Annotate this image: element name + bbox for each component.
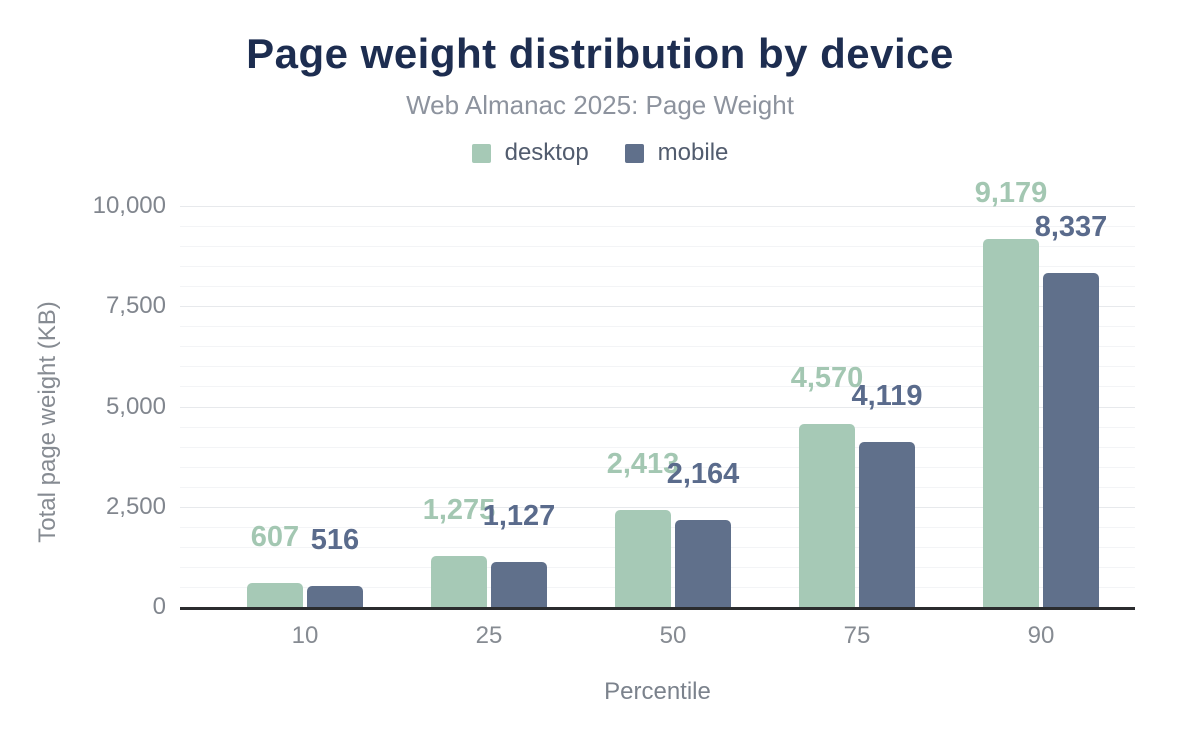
minor-gridline: [180, 346, 1135, 347]
value-label-mobile-p25: 1,127: [482, 500, 556, 532]
legend-label-desktop: desktop: [504, 139, 589, 166]
legend-item-mobile: mobile: [624, 139, 729, 167]
value-label-mobile-p90: 8,337: [1034, 211, 1108, 243]
chart-title: Page weight distribution by device: [246, 30, 954, 77]
legend-swatch-desktop: [471, 143, 491, 163]
value-label-desktop-p25: 1,275: [422, 494, 496, 526]
value-label-mobile-p50: 2,164: [666, 458, 740, 490]
y-tick-label: 2,500: [105, 493, 166, 520]
bar-desktop-p10: [247, 583, 303, 607]
value-label-mobile-p75: 4,119: [851, 380, 923, 412]
major-gridline: [180, 306, 1135, 307]
bar-mobile-p25: [491, 562, 547, 607]
major-gridline: [180, 206, 1135, 207]
y-axis-title: Total page weight (KB): [34, 301, 61, 543]
legend-label-mobile: mobile: [657, 139, 729, 166]
major-gridline: [180, 407, 1135, 408]
bar-desktop-p25: [431, 556, 487, 607]
chart-subtitle: Web Almanac 2025: Page Weight: [406, 90, 794, 120]
minor-gridline: [180, 447, 1135, 448]
bar-desktop-p90: [983, 239, 1039, 607]
minor-gridline: [180, 286, 1135, 287]
legend-item-desktop: desktop: [471, 139, 589, 167]
major-gridline: [180, 507, 1135, 508]
minor-gridline: [180, 246, 1135, 247]
bar-desktop-p75: [799, 424, 855, 607]
value-label-desktop-p50: 2,413: [606, 448, 680, 480]
bar-desktop-p50: [615, 510, 671, 607]
bar-mobile-p90: [1043, 273, 1099, 607]
value-label-desktop-p10: 607: [250, 521, 300, 553]
minor-gridline: [180, 467, 1135, 468]
minor-gridline: [180, 487, 1135, 488]
y-tick-label: 5,000: [105, 393, 166, 420]
minor-gridline: [180, 266, 1135, 267]
x-tick-label: 90: [1027, 622, 1055, 649]
minor-gridline: [180, 366, 1135, 367]
x-axis-line: [180, 607, 1135, 610]
legend: desktop mobile: [0, 139, 1200, 167]
x-axis-title: Percentile: [604, 678, 711, 705]
minor-gridline: [180, 386, 1135, 387]
minor-gridline: [180, 427, 1135, 428]
minor-gridline: [180, 226, 1135, 227]
value-label-desktop-p90: 9,179: [974, 177, 1048, 209]
x-tick-label: 75: [843, 622, 871, 649]
bar-mobile-p75: [859, 442, 915, 607]
y-tick-label: 10,000: [92, 192, 166, 219]
bar-mobile-p10: [307, 586, 363, 607]
legend-swatch-mobile: [624, 143, 644, 163]
y-tick-label: 7,500: [105, 292, 166, 319]
minor-gridline: [180, 326, 1135, 327]
value-label-mobile-p10: 516: [310, 524, 360, 556]
value-label-desktop-p75: 4,570: [790, 362, 864, 394]
bar-mobile-p50: [675, 520, 731, 607]
x-tick-label: 25: [475, 622, 503, 649]
x-tick-label: 50: [659, 622, 687, 649]
x-tick-label: 10: [291, 622, 319, 649]
y-tick-label: 0: [152, 593, 166, 620]
